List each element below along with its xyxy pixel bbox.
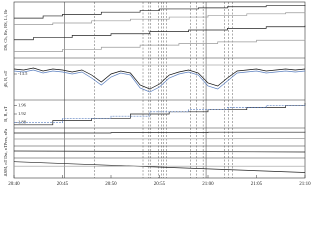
x-tick-label: 20:40 bbox=[8, 182, 20, 187]
y-tick-label: 1.96 bbox=[18, 102, 27, 107]
y-tick-label: -13.5 bbox=[18, 71, 28, 76]
y-tick-label: 1.88 bbox=[18, 120, 27, 125]
x-tick-label: 20:45 bbox=[57, 182, 69, 187]
y-axis-label: Pres, nPa bbox=[3, 129, 9, 146]
y-tick-label: 1.92 bbox=[18, 111, 26, 116]
series-line bbox=[14, 39, 306, 52]
series-line bbox=[14, 103, 306, 126]
series-line bbox=[13, 69, 306, 93]
x-tick-label: 21:05 bbox=[251, 182, 263, 187]
series-line bbox=[13, 67, 306, 90]
x-tick-label: 21:10 bbox=[299, 182, 311, 187]
series-line bbox=[13, 161, 306, 173]
series-line bbox=[14, 5, 306, 19]
chart: 20:40 20:45 20:50 20:55 21:00 21:05 21:10 DS, C… bbox=[3, 1, 311, 187]
x-tick-label: 20:50 bbox=[105, 182, 117, 187]
series-line bbox=[14, 131, 306, 134]
y-axis-label: B, R, nT bbox=[3, 106, 9, 122]
series-line bbox=[14, 104, 306, 124]
x-tick-label: 20:55 bbox=[154, 182, 166, 187]
series-line bbox=[14, 25, 306, 41]
y-axis-label: DS, Ch, Re, RS, Li, Br bbox=[3, 9, 9, 51]
y-axis-label: jB, R, nT bbox=[3, 70, 9, 88]
x-tick-label: 21:00 bbox=[202, 182, 214, 187]
series-line bbox=[14, 12, 306, 25]
y-axis-label: Dst, nT bbox=[3, 145, 9, 159]
series-line bbox=[13, 150, 306, 153]
y-axis-label: ΔSM, nT bbox=[3, 159, 9, 176]
